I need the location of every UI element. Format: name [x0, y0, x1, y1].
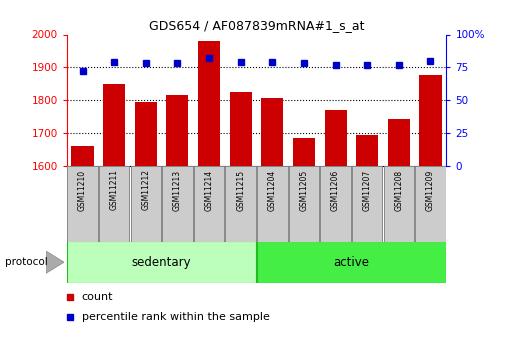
Text: GSM11214: GSM11214 — [205, 169, 213, 210]
Text: GSM11208: GSM11208 — [394, 169, 403, 210]
Bar — [325, 110, 347, 166]
Bar — [162, 166, 192, 242]
Text: GSM11213: GSM11213 — [173, 169, 182, 210]
Bar — [99, 166, 129, 242]
Bar — [230, 92, 252, 166]
Text: GSM11215: GSM11215 — [236, 169, 245, 210]
Text: GSM11212: GSM11212 — [141, 169, 150, 210]
Text: GSM11211: GSM11211 — [110, 169, 119, 210]
Bar — [352, 166, 382, 242]
Text: sedentary: sedentary — [132, 256, 191, 269]
Text: count: count — [82, 292, 113, 302]
Text: GSM11206: GSM11206 — [331, 169, 340, 211]
Text: GSM11204: GSM11204 — [268, 169, 277, 211]
Bar — [226, 166, 256, 242]
Polygon shape — [46, 251, 64, 273]
Bar — [103, 84, 125, 166]
Bar — [321, 166, 351, 242]
Bar — [356, 135, 378, 166]
Bar — [384, 166, 414, 242]
Bar — [257, 166, 287, 242]
Bar — [194, 166, 224, 242]
Text: active: active — [333, 256, 369, 269]
Bar — [416, 166, 446, 242]
Bar — [135, 102, 157, 166]
Bar — [388, 119, 410, 166]
Bar — [67, 241, 256, 283]
Bar — [166, 95, 188, 166]
Text: GSM11205: GSM11205 — [300, 169, 308, 211]
Bar — [420, 76, 442, 166]
Bar — [257, 241, 446, 283]
Bar — [67, 166, 97, 242]
Text: GSM11210: GSM11210 — [78, 169, 87, 210]
Text: GSM11209: GSM11209 — [426, 169, 435, 211]
Bar — [131, 166, 161, 242]
Bar — [261, 98, 283, 166]
Bar — [293, 138, 315, 166]
Text: percentile rank within the sample: percentile rank within the sample — [82, 313, 270, 322]
Bar — [198, 41, 220, 166]
Text: GSM11207: GSM11207 — [363, 169, 372, 211]
Text: protocol: protocol — [5, 257, 48, 267]
Title: GDS654 / AF087839mRNA#1_s_at: GDS654 / AF087839mRNA#1_s_at — [149, 19, 364, 32]
Bar — [71, 146, 93, 166]
Bar — [289, 166, 319, 242]
